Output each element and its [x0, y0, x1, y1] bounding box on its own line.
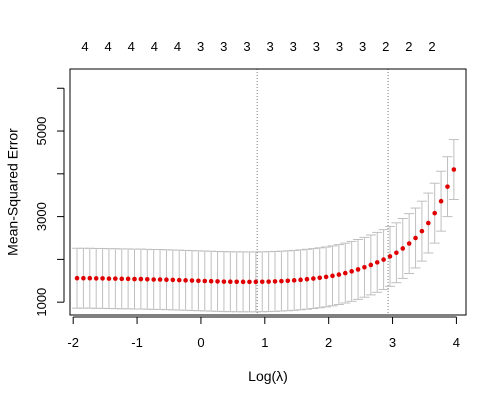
x-tick-label: 3 — [389, 335, 396, 350]
error-bars — [72, 139, 459, 313]
data-point — [164, 277, 169, 283]
data-point — [259, 279, 265, 285]
data-point — [311, 276, 316, 281]
data-point — [100, 276, 105, 281]
data-point — [432, 210, 438, 216]
top-axis-label: 3 — [359, 39, 366, 54]
data-point — [291, 278, 297, 283]
data-point — [368, 262, 374, 268]
data-point — [349, 269, 354, 274]
data-point — [228, 279, 233, 285]
data-point — [208, 278, 214, 284]
x-axis: -2 -1 0 1 2 3 4 — [67, 316, 460, 350]
top-axis-label: 3 — [336, 39, 343, 54]
data-point — [394, 250, 399, 256]
data-point — [125, 276, 131, 282]
data-point — [381, 257, 386, 262]
top-axis-label: 3 — [197, 39, 204, 54]
data-point — [202, 278, 208, 284]
top-axis-label: 3 — [266, 39, 273, 54]
plot-frame — [69, 68, 467, 316]
x-tick-label: -2 — [67, 335, 79, 350]
data-point — [413, 235, 418, 241]
data-point — [298, 277, 303, 283]
data-point — [400, 246, 406, 251]
data-point — [362, 264, 367, 270]
data-point — [445, 184, 450, 189]
data-point — [406, 241, 412, 246]
data-point — [240, 279, 246, 285]
y-tick-label: 1000 — [34, 288, 49, 317]
data-point — [304, 276, 310, 282]
data-point — [138, 276, 144, 282]
y-tick-label: 3000 — [34, 202, 49, 231]
top-axis-label: 2 — [405, 39, 412, 54]
data-point — [323, 274, 329, 280]
data-point — [342, 270, 348, 276]
y-tick-label: 5000 — [34, 117, 49, 146]
data-point — [176, 277, 182, 283]
x-tick-label: 4 — [453, 335, 460, 350]
data-point — [426, 220, 431, 226]
data-point — [387, 254, 393, 259]
data-point — [279, 278, 284, 284]
data-point — [317, 275, 323, 281]
data-point — [374, 260, 380, 265]
data-point — [355, 267, 361, 272]
x-tick-label: 2 — [325, 335, 332, 350]
data-point — [119, 276, 125, 282]
reference-lines — [256, 69, 389, 315]
data-point — [196, 278, 201, 284]
data-point — [113, 276, 118, 281]
x-tick-label: 1 — [261, 335, 268, 350]
top-axis-label: 3 — [290, 39, 297, 54]
x-tick-label: -1 — [131, 335, 143, 350]
data-point — [81, 275, 86, 281]
top-axis-label: 4 — [128, 39, 135, 54]
top-axis-label: 4 — [81, 39, 88, 54]
data-point — [253, 279, 259, 285]
top-axis-label: 4 — [105, 39, 112, 54]
top-axis-label: 4 — [174, 39, 181, 54]
y-axis: 1000 3000 5000 — [34, 87, 65, 317]
data-point — [151, 277, 156, 282]
data-point — [157, 277, 163, 282]
data-point — [132, 276, 137, 282]
top-axis-variable-counts: 4 4 4 4 4 3 3 3 3 3 3 3 3 2 2 2 — [81, 39, 435, 54]
data-point — [189, 278, 195, 283]
data-point — [266, 279, 271, 284]
data-point — [336, 272, 342, 277]
data-point — [215, 279, 220, 284]
data-point — [438, 198, 444, 204]
data-point — [106, 276, 112, 281]
data-point — [247, 279, 252, 285]
data-point — [221, 279, 227, 284]
x-tick-label: 0 — [197, 335, 204, 350]
top-axis-label: 3 — [220, 39, 227, 54]
data-point — [144, 276, 150, 282]
data-point — [272, 279, 278, 284]
top-axis-label: 3 — [313, 39, 320, 54]
data-points — [74, 167, 457, 285]
top-axis-label: 2 — [428, 39, 435, 54]
top-axis-label: 3 — [243, 39, 250, 54]
y-axis-label: Mean-Squared Error — [5, 128, 21, 256]
data-point — [87, 275, 93, 281]
data-point — [183, 278, 188, 283]
data-point — [170, 277, 176, 283]
x-axis-label: Log(λ) — [248, 368, 288, 384]
data-point — [419, 228, 425, 234]
data-point — [234, 279, 240, 285]
top-axis-label: 2 — [382, 39, 389, 54]
data-point — [451, 167, 457, 172]
data-point — [285, 278, 291, 284]
data-point — [74, 275, 80, 281]
data-point — [330, 273, 335, 279]
top-axis-label: 4 — [151, 39, 158, 54]
data-point — [93, 276, 99, 281]
